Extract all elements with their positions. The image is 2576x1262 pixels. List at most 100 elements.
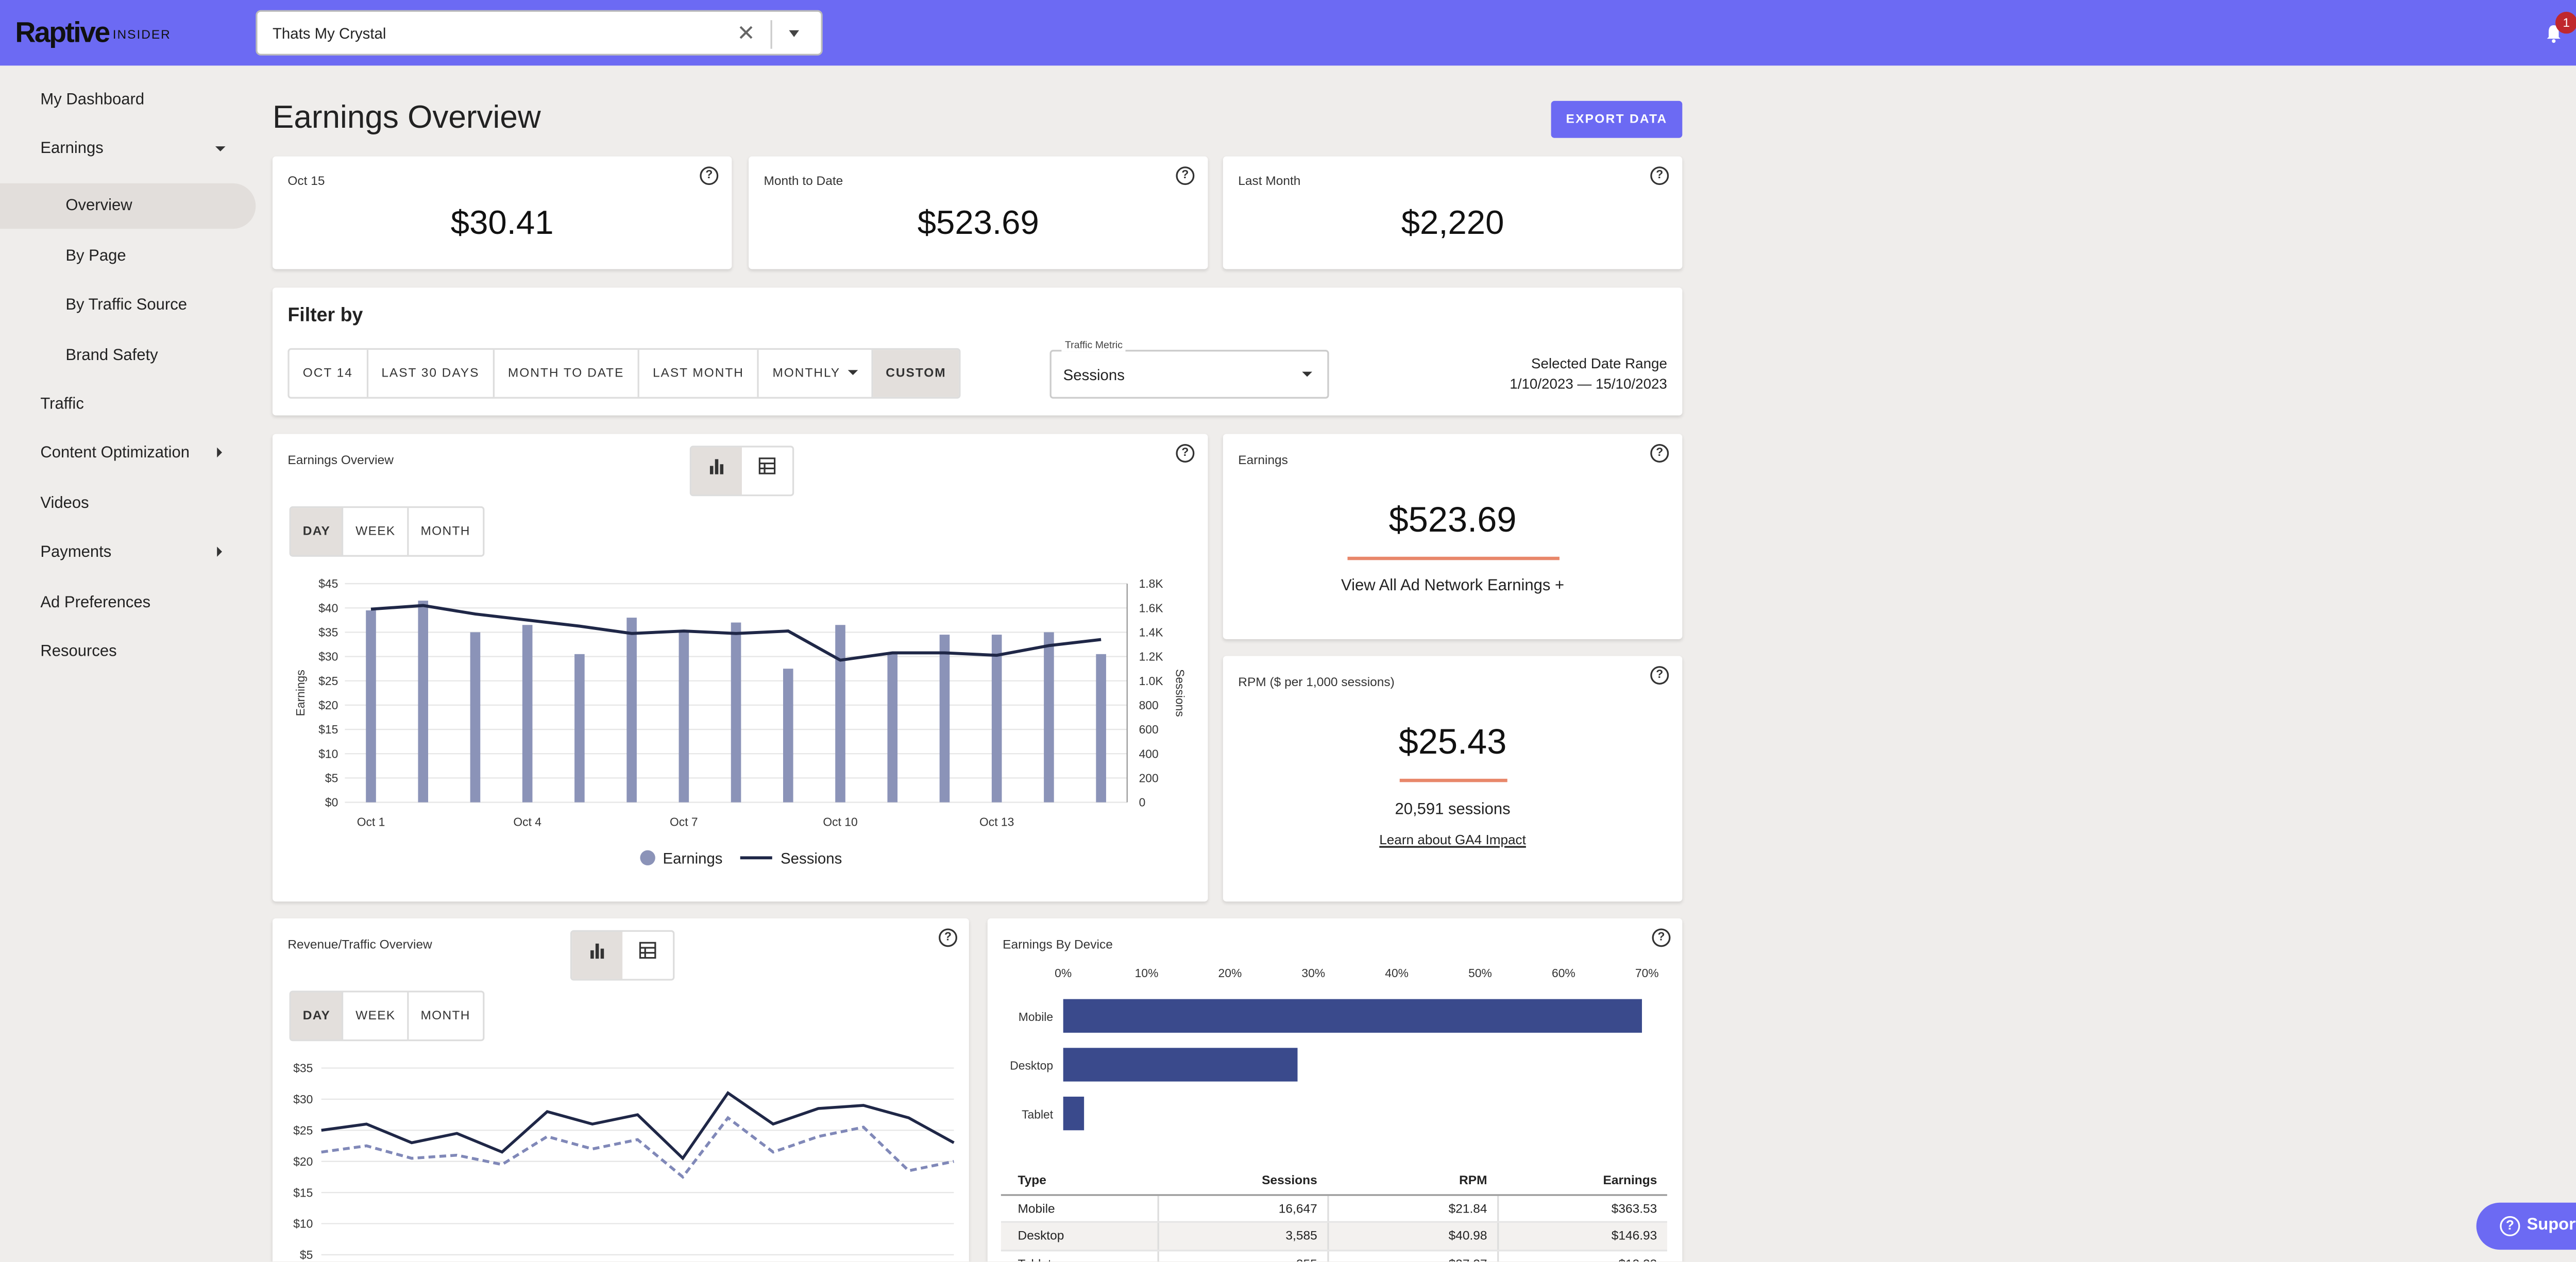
traffic-line	[321, 1116, 954, 1179]
y-tick-label: $25	[293, 1123, 313, 1137]
help-icon[interactable]: ?	[1176, 444, 1195, 463]
table-icon	[639, 942, 656, 959]
earnings-overview-card: Earnings Overview ? DAY WEEK MONTH $0 $5 $…	[272, 434, 1208, 902]
x-tick-label: 70%	[1635, 966, 1659, 980]
sessions-line	[370, 604, 1101, 662]
sidebar-item-videos[interactable]: Videos	[40, 494, 89, 513]
filter-panel: Filter by OCT 14 LAST 30 DAYS MONTH TO D…	[272, 287, 1683, 416]
table-view-button[interactable]	[742, 448, 792, 494]
sidebar-item-payments[interactable]: Payments	[40, 543, 112, 562]
sidebar-item-overview[interactable]: Overview	[65, 197, 132, 215]
tab-week[interactable]: WEEK	[344, 992, 409, 1039]
x-tick-label: 20%	[1218, 966, 1242, 980]
filter-last-30-days-button[interactable]: LAST 30 DAYS	[368, 350, 495, 397]
table-row: Mobile 16,647 $21.84 $363.53	[1001, 1195, 1667, 1223]
help-icon[interactable]: ?	[1176, 166, 1195, 185]
table-cell: 16,647	[1157, 1195, 1328, 1221]
filter-last-month-button[interactable]: LAST MONTH	[639, 350, 759, 397]
y-tick-label: $35	[318, 626, 338, 639]
kpi-label: Last Month	[1238, 173, 1301, 189]
help-icon[interactable]: ?	[939, 928, 957, 947]
support-button[interactable]: ? Suporte	[2476, 1202, 2576, 1250]
help-icon[interactable]: ?	[1650, 444, 1669, 463]
x-tick-label: 10%	[1135, 966, 1159, 980]
table-icon	[758, 457, 776, 474]
chart-view-button[interactable]	[572, 931, 623, 979]
sidebar-item-by-page[interactable]: By Page	[65, 247, 126, 266]
tab-month[interactable]: MONTH	[420, 1007, 470, 1023]
filter-title: Filter by	[287, 306, 363, 327]
earnings-bar	[574, 654, 585, 803]
table-cell: $37.27	[1327, 1250, 1497, 1261]
sidebar-item-resources[interactable]: Resources	[40, 642, 117, 661]
page-title: Earnings Overview	[272, 100, 541, 137]
help-icon[interactable]: ?	[1650, 166, 1669, 185]
table-header: Earnings	[1603, 1172, 1657, 1188]
y-tick-label: $45	[318, 577, 338, 590]
tab-month[interactable]: MONTH	[420, 523, 470, 538]
y2-tick-label: 0	[1139, 796, 1146, 809]
y2-tick-label: 200	[1139, 772, 1159, 785]
tab-day[interactable]: DAY	[291, 992, 344, 1039]
rpm-card: RPM ($ per 1,000 sessions) ? $25.43 20,5…	[1223, 656, 1683, 902]
device-table: Type Sessions RPM Earnings Mobile 16,647…	[1001, 1167, 1667, 1261]
x-tick-label: Oct 7	[670, 815, 698, 828]
help-icon[interactable]: ?	[700, 166, 719, 185]
kpi-label: Month to Date	[764, 173, 843, 189]
view-all-earnings-link[interactable]: View All Ad Network Earnings +	[1341, 577, 1565, 595]
clear-icon[interactable]: ✕	[737, 20, 755, 46]
table-header: Sessions	[1262, 1172, 1317, 1188]
site-selector[interactable]: Thats My Crystal ✕	[256, 10, 823, 56]
x-tick-label: Oct 10	[823, 815, 857, 828]
traffic-metric-select[interactable]: Traffic Metric Sessions	[1049, 341, 1329, 399]
y-tick-label: $20	[293, 1155, 313, 1168]
x-tick-label: Oct 13	[979, 815, 1014, 828]
table-header: RPM	[1459, 1172, 1487, 1188]
site-selector-value: Thats My Crystal	[272, 25, 386, 42]
tab-day[interactable]: DAY	[291, 508, 344, 555]
table-cell: $21.84	[1327, 1195, 1497, 1221]
earnings-overview-chart: $0 $5 $10 $15 $20 $25 $30 $35 $40 $45 0 200 400 600 80…	[294, 577, 1187, 867]
earnings-bar	[418, 601, 429, 803]
ga4-impact-link[interactable]: Learn about GA4 Impact	[1379, 832, 1526, 848]
x-tick-label: 30%	[1301, 966, 1325, 980]
table-cell: $363.53	[1497, 1195, 1667, 1221]
chevron-right-icon[interactable]	[217, 447, 223, 458]
raptive-logo[interactable]: Raptive	[15, 16, 110, 49]
table-cell: Mobile	[1018, 1200, 1055, 1216]
device-label: Tablet	[1022, 1107, 1054, 1121]
tab-week[interactable]: WEEK	[344, 508, 409, 555]
table-row: Tablet 355 $37.27 $13.23	[1001, 1250, 1667, 1261]
help-icon[interactable]: ?	[1650, 666, 1669, 685]
help-icon[interactable]: ?	[1652, 928, 1671, 947]
sidebar-item-my-dashboard[interactable]: My Dashboard	[40, 91, 145, 110]
x-tick-label: Oct 1	[357, 815, 385, 828]
sidebar-item-earnings[interactable]: Earnings	[40, 140, 104, 158]
period-tabs: DAY WEEK MONTH	[289, 991, 484, 1042]
sidebar-item-ad-preferences[interactable]: Ad Preferences	[40, 593, 151, 612]
filter-oct-14-button[interactable]: OCT 14	[290, 350, 368, 397]
sidebar-item-brand-safety[interactable]: Brand Safety	[65, 346, 158, 365]
sidebar-item-traffic[interactable]: Traffic	[40, 395, 84, 414]
sidebar-item-content-optimization[interactable]: Content Optimization	[40, 444, 190, 463]
filter-month-to-date-button[interactable]: MONTH TO DATE	[495, 350, 639, 397]
card-title: Earnings Overview	[287, 452, 394, 468]
chevron-right-icon[interactable]	[217, 547, 223, 557]
view-toggle	[689, 446, 794, 497]
chevron-down-icon[interactable]	[215, 146, 226, 151]
selected-date-range: Selected Date Range 1/10/2023 — 15/10/20…	[1510, 353, 1667, 394]
sidebar-item-by-traffic-source[interactable]: By Traffic Source	[65, 296, 188, 315]
y-axis-label: Earnings	[294, 670, 307, 716]
chevron-down-icon[interactable]	[789, 30, 800, 37]
filter-monthly-dropdown[interactable]: MONTHLY	[759, 350, 873, 397]
earnings-bar	[626, 618, 637, 803]
export-data-button[interactable]: EXPORT DATA	[1551, 100, 1683, 138]
chart-view-button[interactable]	[691, 447, 742, 495]
filter-custom-button[interactable]: CUSTOM	[872, 350, 960, 397]
chevron-down-icon	[847, 370, 857, 376]
table-view-button[interactable]	[622, 932, 673, 979]
table-header: Type	[1018, 1172, 1046, 1188]
earnings-bar	[835, 625, 845, 803]
y-tick-label: $10	[293, 1217, 313, 1231]
y-tick-label: $30	[293, 1093, 313, 1106]
